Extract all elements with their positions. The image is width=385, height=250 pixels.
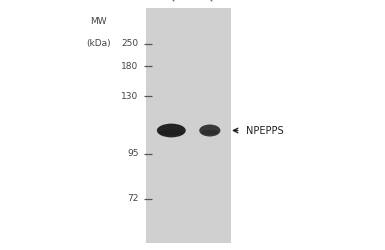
Text: 250: 250 xyxy=(122,39,139,48)
Text: 72: 72 xyxy=(127,194,139,203)
Text: MW: MW xyxy=(90,17,107,26)
Text: 130: 130 xyxy=(121,92,139,101)
Text: 95: 95 xyxy=(127,149,139,158)
Ellipse shape xyxy=(159,130,184,135)
Bar xyxy=(146,8,231,242)
Ellipse shape xyxy=(199,124,220,136)
Text: (kDa): (kDa) xyxy=(86,39,110,48)
Ellipse shape xyxy=(157,124,186,138)
Text: Rat brain: Rat brain xyxy=(207,0,243,4)
Text: 180: 180 xyxy=(121,62,139,71)
Text: Mouse brain: Mouse brain xyxy=(169,0,214,4)
Text: NPEPPS: NPEPPS xyxy=(246,126,283,136)
Ellipse shape xyxy=(201,130,219,135)
